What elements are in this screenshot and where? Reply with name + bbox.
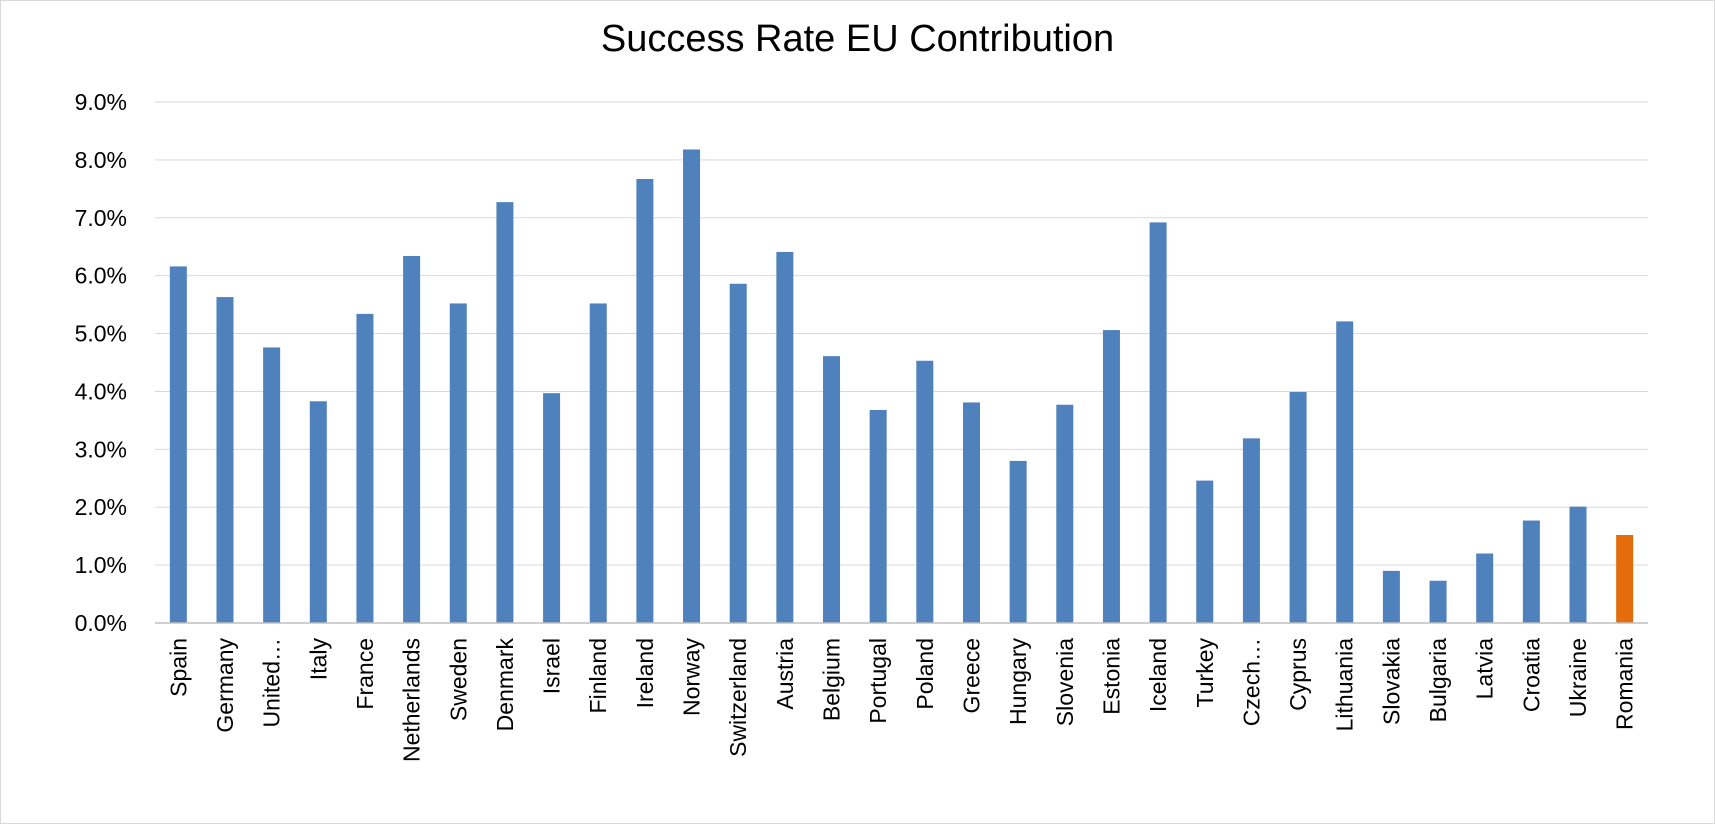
x-category-label: Slovakia	[1378, 638, 1404, 725]
gridlines	[155, 101, 1648, 566]
y-tick-label: 7.0%	[75, 205, 127, 231]
chart-title: Success Rate EU Contribution	[600, 18, 1115, 60]
bar-iceland	[1149, 222, 1167, 624]
x-category-label: Italy	[305, 638, 331, 681]
bar-ireland	[636, 178, 654, 623]
bar-spain	[169, 266, 187, 623]
x-category-label: Austria	[772, 638, 798, 710]
bar-romania	[1616, 535, 1634, 623]
y-tick-label: 2.0%	[75, 494, 127, 520]
x-category-label: Estonia	[1098, 638, 1124, 715]
bar-slovenia	[1056, 404, 1074, 623]
bar-switzerland	[729, 283, 747, 623]
y-tick-label: 8.0%	[75, 147, 127, 173]
bar-united	[263, 347, 281, 623]
x-category-label: Denmark	[492, 638, 518, 732]
bar-greece	[962, 402, 980, 623]
bar-denmark	[496, 202, 514, 624]
x-category-label: Ireland	[632, 638, 658, 708]
x-category-label: Israel	[539, 638, 565, 694]
x-category-label: Spain	[165, 638, 191, 697]
x-category-label: Croatia	[1518, 638, 1544, 712]
y-tick-label: 5.0%	[75, 321, 127, 347]
bar-portugal	[869, 409, 887, 623]
y-tick-label: 4.0%	[75, 378, 127, 404]
x-category-label: Netherlands	[399, 638, 425, 762]
bar-cyprus	[1289, 392, 1307, 623]
x-category-label: Bulgaria	[1425, 638, 1451, 723]
bar-ukraine	[1569, 506, 1587, 623]
x-category-label: Cyprus	[1285, 638, 1311, 711]
y-tick-label: 9.0%	[75, 89, 127, 115]
bar-czech	[1242, 438, 1260, 623]
x-category-label: Switzerland	[725, 638, 751, 757]
x-category-label: Romania	[1612, 638, 1638, 730]
y-tick-label: 1.0%	[75, 552, 127, 578]
x-category-label: Norway	[679, 638, 705, 716]
bar-sweden	[449, 303, 467, 623]
x-category-label: United…	[259, 638, 285, 727]
bar-norway	[683, 149, 701, 624]
bar-germany	[216, 297, 234, 623]
y-tick-label: 3.0%	[75, 436, 127, 462]
x-category-label: Portugal	[865, 638, 891, 724]
bar-belgium	[823, 356, 841, 623]
x-category-label: France	[352, 638, 378, 710]
y-tick-label: 0.0%	[75, 610, 127, 636]
x-category-label: Lithuania	[1332, 638, 1358, 732]
x-category-label: Poland	[912, 638, 938, 710]
x-category-label: Turkey	[1192, 638, 1218, 708]
bar-lithuania	[1336, 321, 1354, 623]
x-category-label: Germany	[212, 638, 238, 733]
bar-italy	[309, 401, 327, 623]
x-axis-category-labels: Spain Germany United… Italy France Netherland…	[165, 638, 1637, 763]
x-category-label: Slovenia	[1052, 638, 1078, 726]
x-category-label: Finland	[585, 638, 611, 713]
x-category-label: Belgium	[819, 638, 845, 721]
x-category-label: Czech…	[1238, 638, 1264, 726]
bar-hungary	[1009, 460, 1027, 623]
bar-estonia	[1102, 330, 1120, 623]
bar-poland	[916, 360, 934, 623]
bar-turkey	[1196, 480, 1214, 623]
bars	[169, 149, 1634, 624]
bar-croatia	[1522, 520, 1540, 623]
x-category-label: Sweden	[445, 638, 471, 721]
bar-netherlands	[403, 255, 421, 624]
bar-slovakia	[1382, 570, 1400, 623]
x-category-label: Iceland	[1145, 638, 1171, 712]
bar-france	[356, 313, 374, 623]
bar-bulgaria	[1429, 580, 1447, 623]
x-category-label: Latvia	[1472, 638, 1498, 700]
x-category-label: Greece	[958, 638, 984, 713]
x-category-label: Ukraine	[1565, 638, 1591, 717]
bar-finland	[589, 303, 607, 623]
y-tick-label: 6.0%	[75, 263, 127, 289]
y-axis-tick-labels: 0.0% 1.0% 2.0% 3.0% 4.0% 5.0% 6.0% 7.0% 8.0% 9.0%	[75, 89, 127, 636]
bar-israel	[543, 393, 561, 623]
bar-austria	[776, 251, 794, 623]
x-category-label: Hungary	[1005, 638, 1031, 725]
bar-latvia	[1476, 553, 1494, 623]
